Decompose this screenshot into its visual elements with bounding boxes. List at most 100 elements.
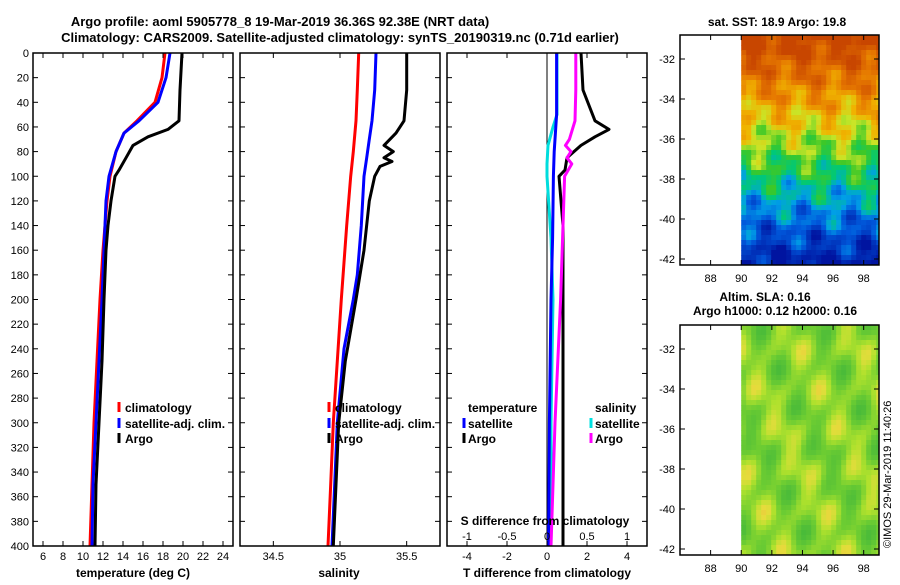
x-tick-label: 18 — [157, 551, 169, 563]
map-cell — [756, 515, 762, 521]
map-cell — [741, 240, 747, 246]
map-cell — [766, 210, 772, 216]
map-cell — [816, 180, 822, 186]
map-cell — [751, 325, 757, 331]
map-cell — [771, 225, 777, 231]
map-cell — [781, 545, 787, 551]
map-cell — [751, 160, 757, 166]
map-cell — [846, 195, 852, 201]
map-cell — [756, 40, 762, 46]
temperature-xlabel: temperature (deg C) — [76, 566, 190, 580]
map-cell — [741, 330, 747, 336]
map-cell — [826, 145, 832, 151]
map-cell — [761, 195, 767, 201]
map-cell — [766, 455, 772, 461]
map-cell — [771, 80, 777, 86]
map-cell — [766, 75, 772, 81]
map-cell — [866, 240, 872, 246]
map-cell — [826, 425, 832, 431]
map-cell — [831, 200, 837, 206]
map-cell — [751, 110, 757, 116]
map-cell — [836, 335, 842, 341]
map-cell — [761, 410, 767, 416]
map-cell — [811, 545, 817, 551]
map-cell — [871, 425, 877, 431]
map-cell — [801, 235, 807, 241]
map-cell — [816, 550, 822, 556]
map-cell — [801, 485, 807, 491]
map-cell — [811, 260, 817, 266]
map-cell — [801, 375, 807, 381]
map-cell — [766, 190, 772, 196]
map-cell — [856, 385, 862, 391]
map-cell — [851, 90, 857, 96]
s-diff-tick-label: -1 — [462, 531, 472, 543]
map-cell — [766, 405, 772, 411]
map-cell — [871, 355, 877, 361]
x-tick-label: 24 — [217, 551, 229, 563]
map-cell — [846, 465, 852, 471]
map-cell — [811, 385, 817, 391]
map-cell — [761, 110, 767, 116]
map-cell — [766, 400, 772, 406]
map-cell — [776, 360, 782, 366]
map-cell — [771, 385, 777, 391]
map-cell — [851, 75, 857, 81]
map-cell — [831, 355, 837, 361]
map-cell — [791, 355, 797, 361]
map-cell — [856, 520, 862, 526]
map-cell — [811, 105, 817, 111]
map-cell — [771, 520, 777, 526]
map-cell — [826, 180, 832, 186]
map-cell — [776, 255, 782, 261]
map-cell — [771, 470, 777, 476]
map-cell — [741, 115, 747, 121]
map-cell — [836, 415, 842, 421]
map-cell — [836, 400, 842, 406]
map-cell — [796, 145, 802, 151]
map-cell — [871, 540, 877, 546]
map-cell — [816, 365, 822, 371]
map-cell — [811, 535, 817, 541]
map-cell — [741, 355, 747, 361]
map-cell — [766, 45, 772, 51]
map-cell — [861, 445, 867, 451]
map-cell — [856, 95, 862, 101]
map-cell — [796, 480, 802, 486]
map-cell — [831, 500, 837, 506]
map-cell — [801, 100, 807, 106]
map-cell — [746, 135, 752, 141]
map-cell — [766, 490, 772, 496]
map-cell — [826, 360, 832, 366]
s-diff-tick-label: -0.5 — [498, 531, 517, 543]
map-cell — [776, 455, 782, 461]
map-cell — [861, 100, 867, 106]
map-cell — [846, 140, 852, 146]
map-cell — [786, 435, 792, 441]
map-cell — [836, 460, 842, 466]
map-cell — [876, 70, 880, 76]
map-cell — [841, 365, 847, 371]
map-cell — [826, 540, 832, 546]
map-cell — [826, 330, 832, 336]
map-cell — [766, 170, 772, 176]
map-cell — [746, 435, 752, 441]
map-cell — [756, 220, 762, 226]
map-cell — [781, 325, 787, 331]
map-cell — [756, 330, 762, 336]
map-cell — [786, 335, 792, 341]
map-cell — [866, 130, 872, 136]
map-cell — [876, 360, 880, 366]
map-cell — [751, 435, 757, 441]
map-cell — [811, 90, 817, 96]
map-cell — [846, 505, 852, 511]
map-cell — [791, 545, 797, 551]
map-cell — [761, 75, 767, 81]
map-cell — [876, 470, 880, 476]
map-cell — [786, 475, 792, 481]
map-cell — [856, 500, 862, 506]
map-cell — [821, 550, 827, 556]
map-cell — [771, 390, 777, 396]
map-cell — [816, 375, 822, 381]
map-cell — [761, 340, 767, 346]
